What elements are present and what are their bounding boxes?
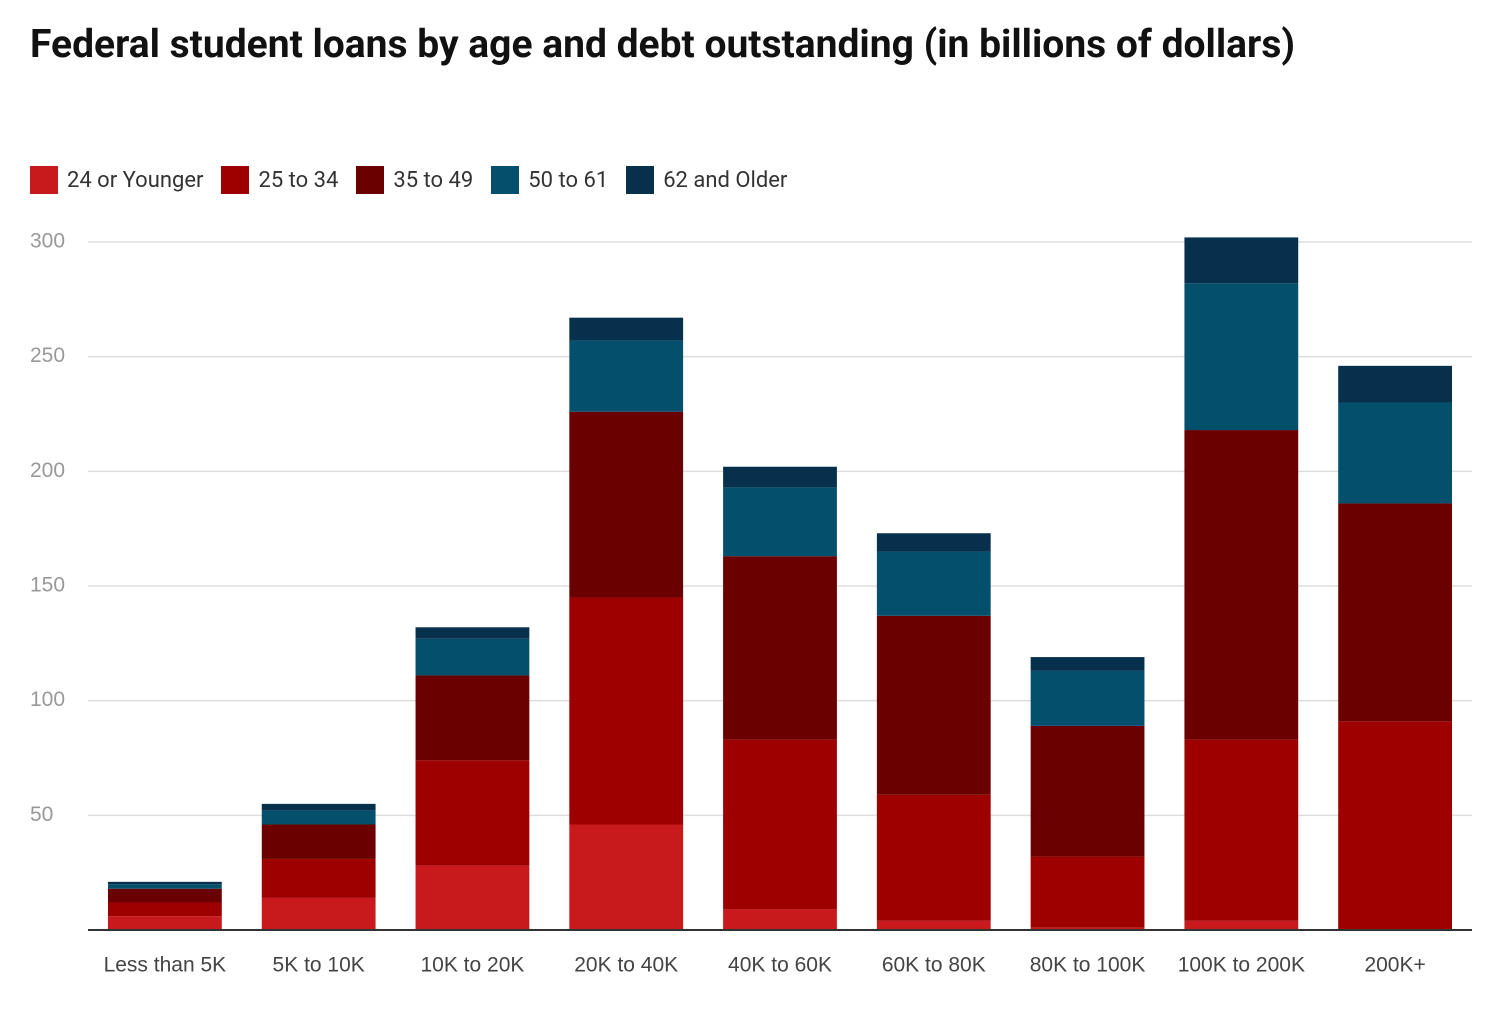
bar-segment — [1030, 670, 1145, 726]
y-tick-label: 150 — [30, 574, 65, 597]
bar-segment — [876, 794, 991, 921]
bar-segment — [261, 803, 376, 811]
bar-segment — [876, 551, 991, 616]
bar-segment — [876, 920, 991, 930]
legend-label: 35 to 49 — [393, 167, 474, 193]
bar-segment — [1184, 430, 1299, 740]
bar-segment — [261, 858, 376, 898]
legend-item: 24 or Younger — [30, 166, 203, 194]
y-tick-label: 300 — [30, 230, 65, 253]
legend: 24 or Younger 25 to 34 35 to 49 50 to 61 62 … — [30, 166, 787, 194]
bar-segment — [107, 888, 222, 903]
bar-segment — [723, 487, 837, 557]
legend-swatch — [626, 166, 655, 194]
legend-item: 25 to 34 — [221, 166, 338, 194]
bar-segment — [723, 556, 837, 740]
y-tick-label: 100 — [30, 688, 65, 711]
bar-segment — [107, 902, 222, 917]
chart-title: Federal student loans by age and debt ou… — [30, 21, 1296, 67]
bar-segment — [876, 615, 991, 795]
legend-item: 62 and Older — [626, 166, 787, 194]
bar-segment — [1338, 503, 1453, 722]
x-tick-label: 80K to 100K — [1030, 954, 1146, 977]
bar-segment — [1030, 856, 1145, 928]
legend-item: 35 to 49 — [356, 166, 473, 194]
bar-segment — [415, 675, 530, 761]
bar-segment — [415, 760, 530, 866]
bar-segment — [415, 627, 530, 639]
bar-segment — [261, 810, 376, 825]
bar-segment — [1338, 365, 1453, 403]
y-tick-label: 50 — [30, 803, 53, 826]
bar-segment — [876, 533, 991, 552]
bar-segment — [415, 638, 530, 676]
x-tick-label: 20K to 40K — [574, 954, 678, 977]
bar-segment — [569, 340, 684, 412]
bar-segment — [1030, 927, 1145, 930]
legend-label: 24 or Younger — [67, 167, 204, 193]
bar-segment — [723, 466, 837, 488]
bar-segment — [1184, 920, 1299, 930]
bar-segment — [261, 897, 376, 930]
bar-segment — [569, 411, 684, 598]
legend-swatch — [356, 166, 385, 194]
bar-segment — [723, 739, 837, 910]
bar-segment — [415, 865, 530, 930]
legend-swatch — [30, 166, 58, 194]
x-tick-label: 40K to 60K — [728, 954, 832, 977]
legend-swatch — [221, 166, 250, 194]
legend-swatch — [491, 166, 520, 194]
bar-segment — [107, 881, 222, 885]
legend-item: 50 to 61 — [491, 166, 608, 194]
x-tick-label: 5K to 10K — [273, 954, 365, 977]
bar-segment — [1338, 402, 1453, 504]
bar-segment — [1030, 725, 1145, 857]
bar-segment — [107, 916, 222, 930]
bar-segment — [1184, 283, 1299, 431]
y-tick-label: 250 — [30, 344, 65, 367]
bar-segment — [261, 824, 376, 859]
bar-segment — [569, 597, 684, 825]
x-tick-label: 200K+ — [1364, 954, 1425, 977]
x-tick-label: 60K to 80K — [882, 954, 986, 977]
bar-segment — [1338, 721, 1453, 930]
x-tick-label: 10K to 20K — [420, 954, 524, 977]
bar-segment — [723, 909, 837, 930]
legend-label: 25 to 34 — [258, 167, 339, 193]
bar-segment — [569, 317, 684, 341]
x-tick-label: Less than 5K — [104, 954, 227, 977]
bar-segment — [107, 884, 222, 889]
legend-label: 62 and Older — [663, 167, 788, 193]
bar-segment — [1184, 739, 1299, 921]
y-tick-label: 200 — [30, 459, 65, 482]
bar-segment — [1184, 237, 1299, 284]
bar-segment — [569, 824, 684, 930]
legend-label: 50 to 61 — [528, 167, 609, 193]
x-tick-label: 100K to 200K — [1178, 954, 1305, 977]
bar-segment — [1030, 657, 1145, 671]
